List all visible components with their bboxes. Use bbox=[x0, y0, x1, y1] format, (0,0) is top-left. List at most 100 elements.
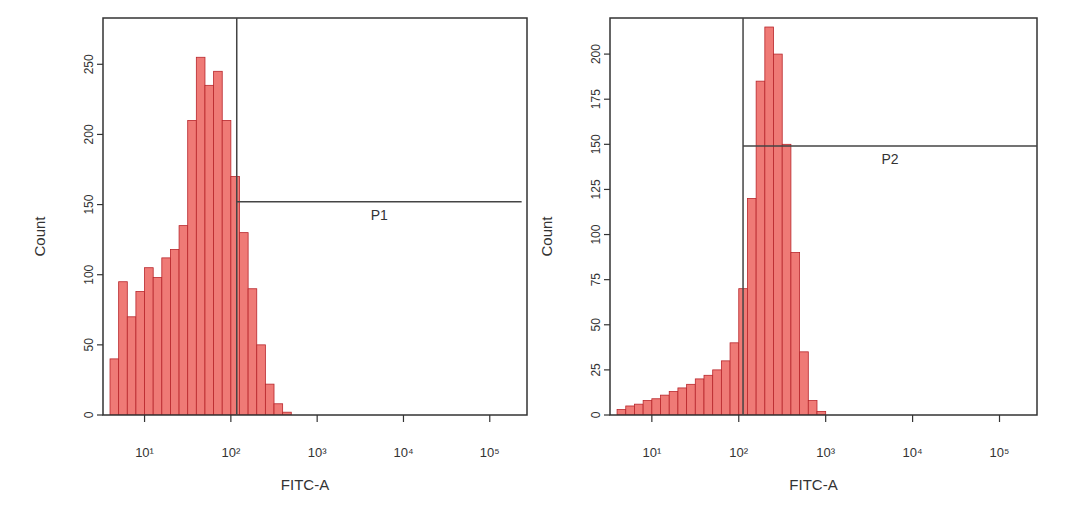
x-tick bbox=[912, 415, 913, 422]
histogram-bar bbox=[127, 317, 136, 415]
histogram-bar bbox=[730, 343, 739, 415]
histogram-bar bbox=[145, 268, 154, 415]
y-tick-label: 250 bbox=[82, 54, 96, 74]
x-tick bbox=[651, 415, 652, 422]
histogram-bar bbox=[231, 177, 240, 415]
histogram-bar bbox=[800, 352, 809, 415]
y-tick-label: 100 bbox=[589, 224, 603, 244]
y-tick bbox=[97, 274, 103, 275]
x-axis-label: FITC-A bbox=[281, 476, 329, 493]
y-tick bbox=[604, 234, 610, 235]
y-tick bbox=[604, 324, 610, 325]
x-tick-label: 10¹ bbox=[135, 445, 154, 460]
gate-boundary bbox=[742, 18, 744, 415]
histogram-bar bbox=[652, 399, 661, 415]
y-axis-label: Count bbox=[538, 216, 555, 257]
histogram-bar bbox=[119, 282, 128, 415]
histogram-bar bbox=[179, 226, 188, 415]
histogram-bar bbox=[774, 54, 783, 415]
y-tick bbox=[604, 53, 610, 54]
x-tick bbox=[738, 415, 739, 422]
histogram-bar bbox=[695, 379, 704, 415]
histogram-bar bbox=[274, 404, 283, 415]
histogram-bar bbox=[188, 120, 197, 415]
x-tick bbox=[489, 415, 490, 422]
y-tick bbox=[604, 414, 610, 415]
x-axis-label: FITC-A bbox=[789, 476, 837, 493]
y-tick-label: 0 bbox=[589, 411, 603, 418]
histogram-bar bbox=[239, 233, 248, 415]
x-tick-label: 10² bbox=[221, 445, 240, 460]
x-tick bbox=[999, 415, 1000, 422]
y-tick-label: 50 bbox=[82, 338, 96, 352]
histogram-bar bbox=[248, 289, 257, 415]
y-tick bbox=[97, 204, 103, 205]
y-tick-label: 125 bbox=[589, 179, 603, 199]
panel: 025507510012515017520010¹10²10³10⁴10⁵Cou… bbox=[538, 18, 1037, 493]
gate-boundary bbox=[236, 18, 238, 415]
gate-label: P1 bbox=[371, 207, 388, 223]
histogram-bar bbox=[265, 384, 274, 415]
histogram bbox=[617, 27, 826, 415]
x-tick bbox=[825, 415, 826, 422]
y-tick-label: 150 bbox=[82, 194, 96, 214]
histogram-bar bbox=[634, 404, 643, 415]
histogram-bar bbox=[626, 406, 635, 415]
histogram-bar bbox=[205, 85, 214, 415]
x-tick bbox=[230, 415, 231, 422]
plot-frame bbox=[610, 18, 1037, 415]
x-tick-label: 10³ bbox=[816, 445, 835, 460]
histogram-bar bbox=[153, 278, 162, 415]
y-tick bbox=[97, 344, 103, 345]
histogram-bar bbox=[669, 392, 678, 415]
histogram-bar bbox=[617, 410, 626, 415]
histogram-bar bbox=[214, 71, 223, 415]
histogram-bar bbox=[704, 375, 713, 415]
histogram-bar bbox=[808, 401, 817, 415]
y-tick bbox=[97, 414, 103, 415]
histogram-bar bbox=[222, 120, 231, 415]
histogram-bar bbox=[162, 258, 171, 415]
y-tick bbox=[604, 279, 610, 280]
histogram-bar bbox=[678, 388, 687, 415]
histogram-bar bbox=[170, 249, 179, 415]
histogram-bar bbox=[643, 401, 652, 415]
y-tick-label: 25 bbox=[589, 363, 603, 377]
y-tick bbox=[604, 99, 610, 100]
x-tick-label: 10⁵ bbox=[480, 445, 500, 460]
y-tick-label: 200 bbox=[589, 44, 603, 64]
histogram-bar bbox=[791, 253, 800, 415]
gate-label: P2 bbox=[881, 151, 898, 167]
x-tick-label: 10⁴ bbox=[393, 445, 413, 460]
panel: 05010015020025010¹10²10³10⁴10⁵CountFITC-… bbox=[31, 18, 527, 493]
histogram-bar bbox=[136, 292, 145, 415]
y-tick bbox=[97, 64, 103, 65]
figure: 0 50 100 150 200 250 10¹ 10² 10³ 10⁴ 10⁵ Count FITC-… bbox=[0, 0, 1080, 505]
histogram-bar bbox=[747, 198, 756, 415]
x-tick bbox=[144, 415, 145, 422]
y-tick-label: 200 bbox=[82, 124, 96, 144]
histogram-bar bbox=[721, 361, 730, 415]
x-tick-label: 10² bbox=[729, 445, 748, 460]
background bbox=[0, 0, 1080, 505]
histogram-bar bbox=[257, 345, 266, 415]
x-tick-label: 10³ bbox=[308, 445, 327, 460]
histogram-bar bbox=[713, 370, 722, 415]
histogram-bar bbox=[765, 27, 774, 415]
x-tick-label: 10¹ bbox=[642, 445, 661, 460]
histogram-bar bbox=[782, 144, 791, 415]
x-tick bbox=[317, 415, 318, 422]
gate-line bbox=[237, 201, 522, 203]
y-tick-label: 150 bbox=[589, 134, 603, 154]
histogram-bar bbox=[661, 395, 670, 415]
y-tick bbox=[604, 189, 610, 190]
histogram-bar bbox=[196, 57, 205, 415]
y-tick-label: 75 bbox=[589, 273, 603, 287]
y-tick-label: 100 bbox=[82, 264, 96, 284]
gate-line bbox=[743, 145, 1037, 147]
histogram-bar bbox=[687, 384, 696, 415]
histogram-bar bbox=[110, 359, 119, 415]
y-tick-label: 50 bbox=[589, 318, 603, 332]
y-tick bbox=[604, 369, 610, 370]
histogram-bar bbox=[756, 81, 765, 415]
